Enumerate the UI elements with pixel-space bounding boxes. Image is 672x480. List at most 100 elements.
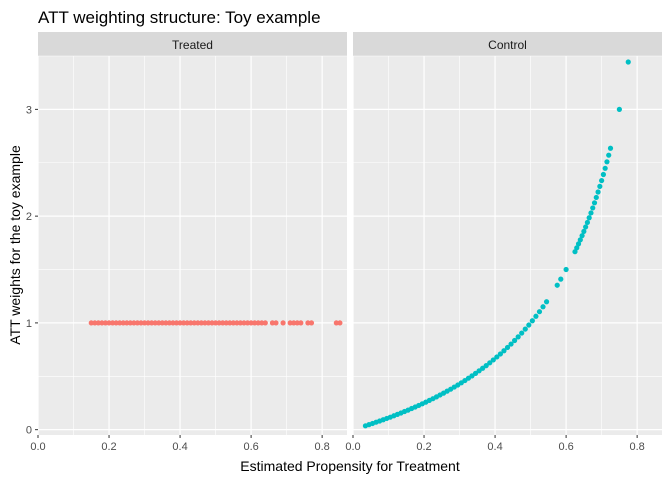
data-point bbox=[163, 320, 169, 326]
data-point bbox=[252, 320, 258, 326]
points-treated bbox=[88, 320, 343, 326]
y-tick-label: 3 bbox=[26, 104, 32, 116]
data-point bbox=[599, 177, 605, 184]
strip-treated bbox=[38, 32, 347, 56]
data-point bbox=[216, 320, 222, 326]
y-axis-title: ATT weights for the toy example bbox=[7, 145, 23, 345]
data-point bbox=[255, 320, 261, 326]
data-point bbox=[230, 320, 236, 326]
data-point bbox=[291, 320, 297, 326]
data-point bbox=[145, 320, 151, 326]
data-point bbox=[149, 320, 155, 326]
data-point bbox=[494, 354, 500, 360]
data-point bbox=[515, 334, 521, 340]
data-point bbox=[273, 320, 279, 326]
data-point bbox=[522, 326, 528, 332]
data-point bbox=[483, 363, 489, 369]
data-point bbox=[584, 219, 591, 226]
data-point bbox=[588, 210, 594, 216]
data-point bbox=[280, 320, 286, 326]
strip-label-control: Control bbox=[488, 38, 527, 52]
data-point bbox=[134, 320, 141, 326]
data-point bbox=[536, 309, 543, 315]
data-point bbox=[590, 205, 596, 211]
y-tick-label: 2 bbox=[26, 211, 32, 223]
data-point bbox=[177, 320, 183, 326]
data-point bbox=[120, 320, 126, 326]
data-point bbox=[234, 320, 240, 326]
data-point bbox=[543, 299, 550, 305]
data-point bbox=[501, 348, 507, 354]
data-point bbox=[577, 237, 583, 243]
data-point bbox=[298, 320, 304, 326]
data-point bbox=[512, 337, 518, 344]
data-point bbox=[102, 320, 109, 326]
data-point bbox=[508, 341, 514, 347]
panel-background-control bbox=[353, 56, 662, 435]
data-point bbox=[95, 320, 101, 326]
x-tick-label: 0.4 bbox=[487, 441, 502, 453]
data-point bbox=[287, 320, 293, 326]
panel-background-treated bbox=[38, 56, 347, 435]
data-point bbox=[294, 320, 300, 326]
data-point bbox=[170, 320, 176, 326]
data-point bbox=[497, 351, 503, 357]
data-point bbox=[237, 320, 244, 326]
data-point bbox=[99, 320, 105, 326]
x-axis-control: 0.0 0.2 0.4 0.6 0.8 bbox=[345, 435, 645, 453]
data-point bbox=[533, 313, 539, 319]
data-point bbox=[269, 320, 276, 326]
data-point bbox=[138, 320, 144, 326]
x-tick-label: 0.8 bbox=[314, 441, 329, 453]
data-point bbox=[181, 320, 187, 326]
data-point bbox=[106, 320, 112, 326]
data-point bbox=[333, 320, 339, 326]
data-point bbox=[581, 228, 587, 235]
data-point bbox=[600, 171, 606, 178]
data-point bbox=[202, 320, 208, 326]
x-tick-label: 0.8 bbox=[629, 441, 644, 453]
data-point bbox=[117, 320, 123, 326]
x-tick-label: 0.6 bbox=[243, 441, 258, 453]
data-point bbox=[131, 320, 137, 326]
x-axis-treated: 0.0 0.2 0.4 0.6 0.8 bbox=[30, 435, 330, 453]
data-point bbox=[607, 145, 614, 151]
data-point bbox=[188, 320, 194, 326]
x-tick-label: 0.2 bbox=[416, 441, 431, 453]
data-point bbox=[109, 320, 116, 326]
data-point bbox=[198, 320, 204, 326]
data-point bbox=[487, 360, 493, 366]
data-point bbox=[212, 320, 219, 326]
data-point bbox=[558, 276, 564, 282]
data-point bbox=[583, 224, 589, 230]
data-point bbox=[602, 165, 608, 171]
chart-title: ATT weighting structure: Toy example bbox=[38, 8, 321, 27]
data-point bbox=[519, 330, 525, 336]
data-point bbox=[597, 183, 603, 189]
data-point bbox=[593, 194, 599, 201]
data-point bbox=[166, 320, 173, 326]
data-point bbox=[586, 215, 592, 221]
data-point bbox=[88, 320, 94, 326]
data-point bbox=[223, 320, 229, 326]
data-point bbox=[305, 320, 311, 326]
data-point bbox=[337, 320, 343, 326]
data-point bbox=[554, 282, 560, 288]
data-point bbox=[625, 59, 631, 65]
data-point bbox=[156, 320, 162, 326]
data-point bbox=[308, 320, 315, 326]
panel-treated: Treated bbox=[37, 32, 347, 435]
data-point bbox=[173, 320, 180, 326]
data-point bbox=[575, 241, 582, 247]
points-control bbox=[362, 59, 631, 429]
data-point bbox=[220, 320, 226, 326]
data-point bbox=[141, 320, 148, 326]
data-point bbox=[480, 365, 486, 371]
x-axis-title: Estimated Propensity for Treatment bbox=[240, 458, 460, 474]
data-point bbox=[209, 320, 215, 326]
x-tick-label: 0.4 bbox=[172, 441, 187, 453]
data-point bbox=[579, 233, 585, 239]
y-axis: 0 1 2 3 bbox=[26, 104, 38, 437]
data-point bbox=[92, 320, 98, 326]
